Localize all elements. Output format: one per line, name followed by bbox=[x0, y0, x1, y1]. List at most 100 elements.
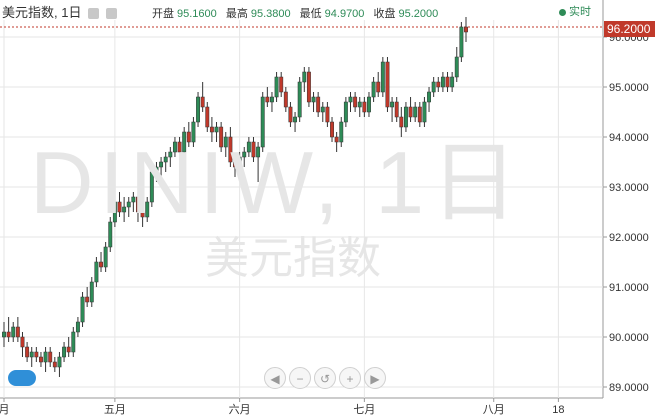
ohlc-readout: 开盘 95.1600 最高 95.3800 最低 94.9700 收盘 95.2000 bbox=[152, 5, 444, 21]
candle-body bbox=[265, 96, 270, 103]
candle-body bbox=[2, 331, 6, 338]
candle-body bbox=[325, 106, 330, 123]
candle-body bbox=[205, 106, 210, 128]
candle-body bbox=[219, 126, 224, 148]
candle-body bbox=[62, 346, 67, 358]
candle-body bbox=[177, 141, 182, 153]
y-tick-label: 89.0000 bbox=[609, 382, 649, 394]
candle-body bbox=[103, 246, 108, 268]
candle-body bbox=[436, 81, 441, 88]
close-label: 收盘 bbox=[373, 8, 396, 20]
candle-body bbox=[131, 196, 136, 203]
close-value: 95.2000 bbox=[398, 8, 439, 20]
candle-body bbox=[348, 96, 353, 103]
candle-body bbox=[293, 116, 298, 123]
candle-body bbox=[43, 351, 48, 363]
candle-body bbox=[270, 96, 274, 103]
candle-body bbox=[385, 61, 390, 108]
candle-body bbox=[288, 106, 293, 123]
candle-body bbox=[228, 136, 233, 163]
reset-icon[interactable]: ↺ bbox=[314, 367, 336, 389]
candle-body bbox=[320, 106, 325, 113]
candle-body bbox=[71, 331, 76, 353]
chart-title: 美元指数, 1日 bbox=[2, 5, 82, 20]
candle-body bbox=[330, 121, 334, 138]
candle-body bbox=[311, 96, 316, 103]
candle-body bbox=[136, 196, 140, 213]
candle-body bbox=[126, 201, 131, 208]
scroll-left-icon[interactable]: ◀ bbox=[264, 367, 286, 389]
low-label: 最低 bbox=[299, 8, 322, 20]
candle-body bbox=[34, 351, 39, 358]
candle-body bbox=[89, 281, 94, 303]
candle-body bbox=[15, 326, 20, 338]
y-tick-label: 92.0000 bbox=[609, 232, 649, 244]
realtime-dot-icon bbox=[559, 8, 566, 16]
x-tick-label: 六月 bbox=[229, 403, 251, 416]
x-tick-label: 18 bbox=[552, 404, 564, 416]
y-tick-label: 93.0000 bbox=[609, 182, 649, 194]
candle-body bbox=[283, 91, 288, 108]
candle-body bbox=[233, 161, 237, 168]
candle-body bbox=[427, 91, 431, 103]
candle-body bbox=[454, 56, 459, 78]
candle-body bbox=[260, 96, 265, 148]
candle-body bbox=[334, 136, 339, 143]
candle-body bbox=[297, 81, 302, 118]
candle-body bbox=[380, 61, 385, 93]
candle-body bbox=[408, 106, 413, 118]
candle-body bbox=[403, 106, 408, 128]
low-value: 94.9700 bbox=[324, 8, 365, 20]
candle-body bbox=[163, 156, 168, 163]
candle-body bbox=[48, 351, 53, 363]
candle-body bbox=[417, 106, 422, 123]
candle-body bbox=[52, 361, 57, 368]
snapshot-icon[interactable] bbox=[105, 8, 117, 20]
candle-body bbox=[445, 76, 450, 88]
candle-body bbox=[246, 141, 251, 153]
chart-header: 美元指数, 1日 bbox=[2, 2, 117, 21]
y-tick-label: 90.0000 bbox=[609, 332, 649, 344]
candle-body bbox=[99, 261, 103, 268]
candle-body bbox=[145, 201, 150, 218]
candle-body bbox=[450, 76, 455, 88]
open-value: 95.1600 bbox=[177, 8, 217, 20]
candle-body bbox=[339, 121, 344, 143]
candle-body bbox=[182, 131, 187, 153]
candle-body bbox=[66, 346, 71, 353]
high-value: 95.3800 bbox=[250, 8, 291, 20]
candle-body bbox=[394, 101, 399, 118]
candle-body bbox=[196, 96, 200, 123]
candle-body bbox=[237, 156, 242, 168]
candle-body bbox=[112, 201, 117, 223]
x-tick-label: 月 bbox=[0, 404, 10, 416]
y-tick-label: 91.0000 bbox=[609, 282, 649, 294]
candle-body bbox=[413, 106, 418, 118]
candle-body bbox=[191, 121, 196, 143]
scroll-right-icon[interactable]: ▶ bbox=[364, 367, 386, 389]
candle-body bbox=[6, 331, 11, 338]
cloud-logo-icon bbox=[8, 370, 36, 386]
zoom-out-icon[interactable]: − bbox=[289, 367, 311, 389]
zoom-in-icon[interactable]: + bbox=[339, 367, 361, 389]
candle-body bbox=[80, 296, 85, 323]
candle-body bbox=[371, 81, 376, 98]
candle-body bbox=[367, 96, 371, 113]
candle-body bbox=[209, 126, 214, 133]
candle-body bbox=[431, 81, 436, 93]
candle-body bbox=[117, 201, 122, 213]
open-label: 开盘 bbox=[152, 8, 174, 20]
candle-body bbox=[122, 206, 127, 213]
y-tick-label: 95.0000 bbox=[609, 82, 649, 94]
candle-body bbox=[316, 96, 321, 113]
candle-body bbox=[94, 261, 99, 283]
candle-body bbox=[306, 71, 311, 103]
settings-icon[interactable] bbox=[88, 8, 100, 20]
candle-body bbox=[11, 326, 16, 338]
x-tick-label: 五月 bbox=[104, 404, 126, 416]
high-label: 最高 bbox=[225, 8, 248, 20]
y-tick-label: 94.0000 bbox=[609, 132, 649, 144]
candle-body bbox=[390, 101, 395, 108]
x-tick-label: 七月 bbox=[353, 403, 375, 416]
